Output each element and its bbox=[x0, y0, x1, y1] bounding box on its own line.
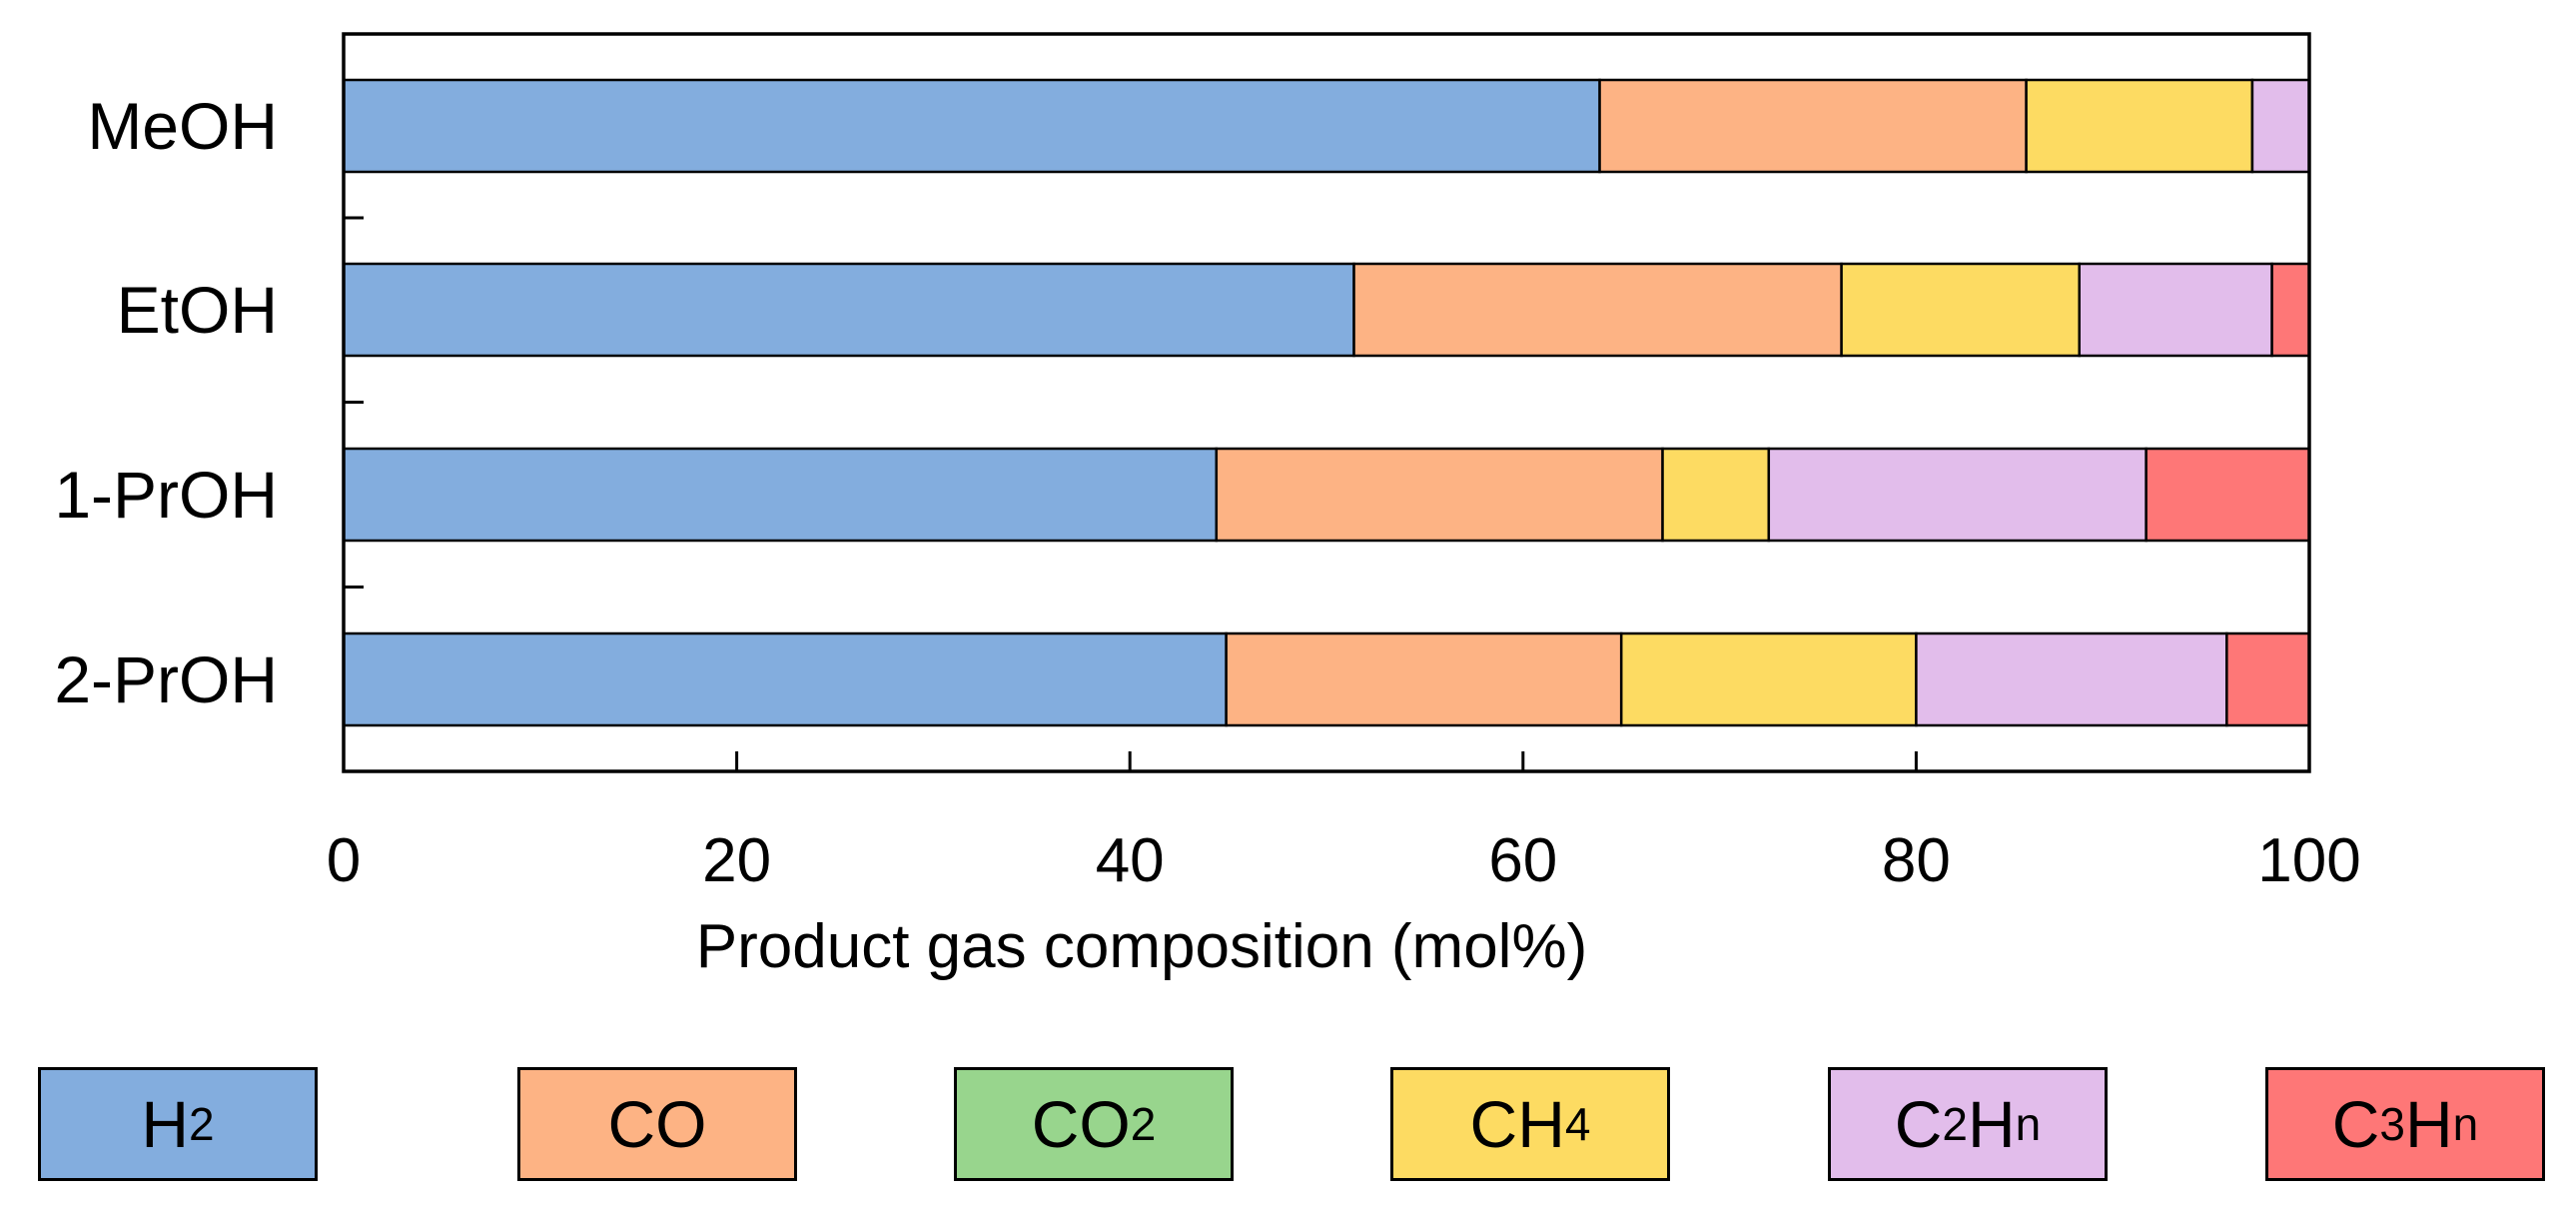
x-tick-label: 100 bbox=[2257, 826, 2360, 895]
bar-meoh-ch4 bbox=[2025, 78, 2254, 174]
bars-group bbox=[342, 78, 2311, 727]
x-tick-label: 80 bbox=[1882, 826, 1951, 895]
x-tick-label: 20 bbox=[702, 826, 771, 895]
bar-2-proh-ch4 bbox=[1619, 631, 1918, 727]
bar-etoh-ch4 bbox=[1840, 262, 2081, 358]
axes-group: MeOH EtOH 1-PrOH 2-PrOH 0 20 40 60 80 100 bbox=[54, 32, 2361, 895]
bar-meoh-co bbox=[1598, 78, 2028, 174]
plot-frame bbox=[342, 32, 2311, 773]
bar-1-proh-c2hn bbox=[1767, 447, 2147, 543]
bar-1-proh-co bbox=[1215, 447, 1664, 543]
bar-1-proh-c3hn bbox=[2145, 447, 2311, 543]
bar-meoh-c2hn bbox=[2250, 78, 2311, 174]
y-tick-label: EtOH bbox=[117, 273, 278, 347]
bar-etoh-h2 bbox=[342, 262, 1355, 358]
bar-1-proh-h2 bbox=[342, 447, 1219, 543]
y-tick-label: 1-PrOH bbox=[54, 458, 278, 532]
x-tick-label: 60 bbox=[1488, 826, 1557, 895]
x-axis-label: Product gas composition (mol%) bbox=[696, 912, 1587, 981]
bar-etoh-c3hn bbox=[2270, 262, 2311, 358]
y-tick-label: 2-PrOH bbox=[54, 642, 278, 716]
bar-2-proh-h2 bbox=[342, 631, 1228, 727]
bar-etoh-c2hn bbox=[2078, 262, 2273, 358]
y-tick-label: MeOH bbox=[87, 89, 278, 163]
x-tick-label: 0 bbox=[327, 826, 361, 895]
bar-etoh-co bbox=[1352, 262, 1843, 358]
x-tick-label: 40 bbox=[1096, 826, 1165, 895]
bar-meoh-h2 bbox=[342, 78, 1601, 174]
bar-2-proh-co bbox=[1225, 631, 1623, 727]
bar-2-proh-c2hn bbox=[1915, 631, 2228, 727]
bar-2-proh-c3hn bbox=[2225, 631, 2311, 727]
bar-1-proh-ch4 bbox=[1661, 447, 1771, 543]
